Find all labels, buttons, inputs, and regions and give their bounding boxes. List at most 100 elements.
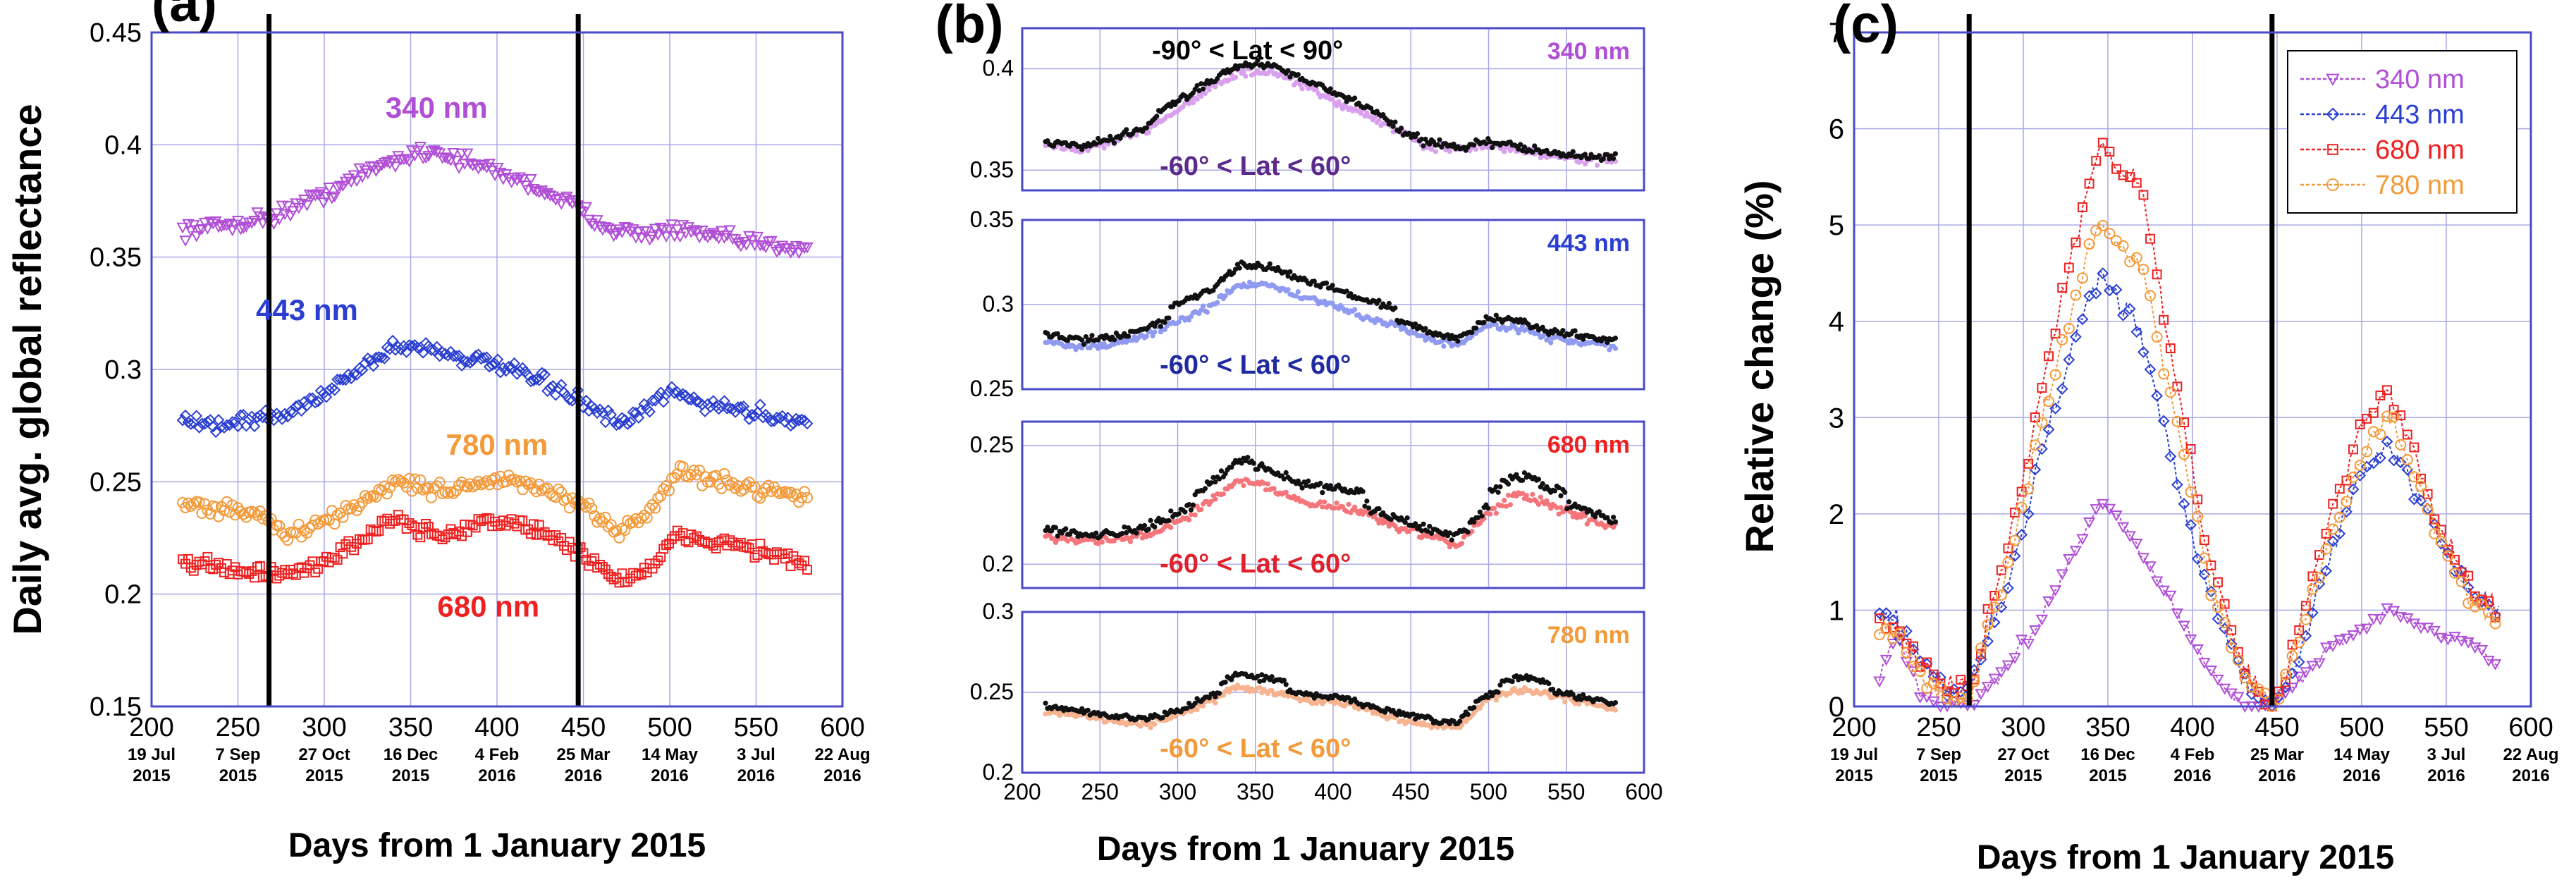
data-point (2294, 625, 2305, 635)
data-point (596, 406, 609, 419)
data-point (1955, 692, 1967, 704)
data-point (668, 387, 681, 399)
data-point (257, 218, 269, 229)
data-point (1398, 326, 1404, 332)
data-point (1473, 325, 1479, 331)
panel-c-xlabel: Days from 1 January 2015 (1977, 839, 2394, 876)
data-point (451, 529, 462, 540)
x-tick-label: 450 (1392, 779, 1430, 804)
data-point (2476, 599, 2488, 611)
data-point (1612, 519, 1619, 525)
data-point (1414, 131, 1421, 137)
data-point (1134, 133, 1139, 138)
data-point (1198, 93, 1204, 99)
data-point (491, 353, 504, 366)
data-point (1595, 162, 1600, 168)
data-point (367, 360, 379, 372)
data-point (1552, 488, 1558, 494)
data-point (785, 419, 797, 432)
panel-b-x-tick-labels: 200 250 300 350 400 450 500 550 600 (1003, 779, 1662, 804)
panel-c-series (1873, 137, 2502, 713)
data-point (414, 142, 427, 153)
data-point (2035, 443, 2048, 455)
legend-item: 680 nm (2300, 135, 2465, 165)
data-point (1220, 491, 1226, 497)
series-780-nm (1874, 219, 2501, 712)
data-point (1556, 485, 1562, 491)
data-point (635, 233, 648, 245)
data-point (756, 240, 769, 252)
data-point (447, 148, 460, 159)
date-tick-label: 14 May (2333, 745, 2391, 764)
data-point (1285, 68, 1291, 73)
data-point (1117, 135, 1123, 141)
data-point (300, 200, 314, 212)
data-point (756, 411, 769, 424)
data-point (403, 339, 415, 352)
data-point (2348, 471, 2359, 483)
data-point (2192, 510, 2204, 522)
data-point (2360, 623, 2373, 635)
data-point (1220, 692, 1226, 698)
data-point (636, 570, 646, 580)
data-point (2010, 507, 2020, 517)
data-point (386, 155, 399, 166)
series-annotation: 680 nm (437, 590, 539, 623)
data-point (783, 548, 793, 558)
x-tick-label: 550 (1547, 779, 1585, 804)
data-point (249, 506, 261, 518)
data-point (1479, 513, 1485, 519)
data-point (1562, 699, 1568, 705)
data-point (464, 478, 476, 490)
data-point (1265, 481, 1270, 486)
data-point (1374, 711, 1380, 716)
data-point (2104, 147, 2115, 157)
data-point (231, 215, 245, 227)
data-point (2367, 457, 2380, 470)
data-point (2306, 661, 2319, 673)
data-point (1327, 483, 1333, 489)
data-point (2185, 443, 2196, 454)
data-point (489, 170, 501, 182)
data-point (1320, 490, 1325, 496)
data-point (2415, 480, 2427, 492)
data-point (727, 477, 739, 489)
data-point (1505, 481, 1511, 487)
data-point (198, 217, 211, 229)
data-point (385, 518, 395, 529)
data-point (2117, 309, 2130, 321)
data-point (185, 226, 197, 238)
data-point (2063, 262, 2074, 273)
data-point (1459, 541, 1465, 546)
data-point (2198, 552, 2210, 564)
data-point (1384, 305, 1390, 310)
data-point (631, 570, 641, 581)
data-point (2319, 642, 2333, 654)
data-point (1532, 143, 1538, 149)
data-point (2340, 506, 2353, 518)
data-point (295, 405, 308, 417)
data-point (2151, 331, 2163, 343)
data-point (1182, 509, 1188, 515)
data-point (188, 498, 200, 510)
data-point (2401, 454, 2413, 466)
data-point (589, 510, 601, 522)
data-point (644, 405, 656, 418)
data-point (1055, 533, 1060, 539)
data-point (185, 418, 197, 430)
data-point (2151, 390, 2164, 402)
data-point (2069, 331, 2082, 343)
panel-c-tick-labels: 0 1 2 3 4 5 6 7 200 250 300 350 400 450 500 550 600 19 Ju… (1829, 18, 2559, 785)
data-point (749, 410, 761, 422)
data-point (343, 536, 354, 546)
data-point (1610, 156, 1617, 161)
data-point (2435, 537, 2448, 550)
y-tick-label: 0.2 (983, 759, 1014, 785)
data-point (1285, 287, 1291, 293)
data-point (2422, 489, 2433, 499)
data-point (371, 527, 381, 537)
data-point (1232, 267, 1239, 272)
data-point (1995, 667, 2008, 678)
data-point (1227, 689, 1232, 695)
data-point (536, 367, 548, 379)
